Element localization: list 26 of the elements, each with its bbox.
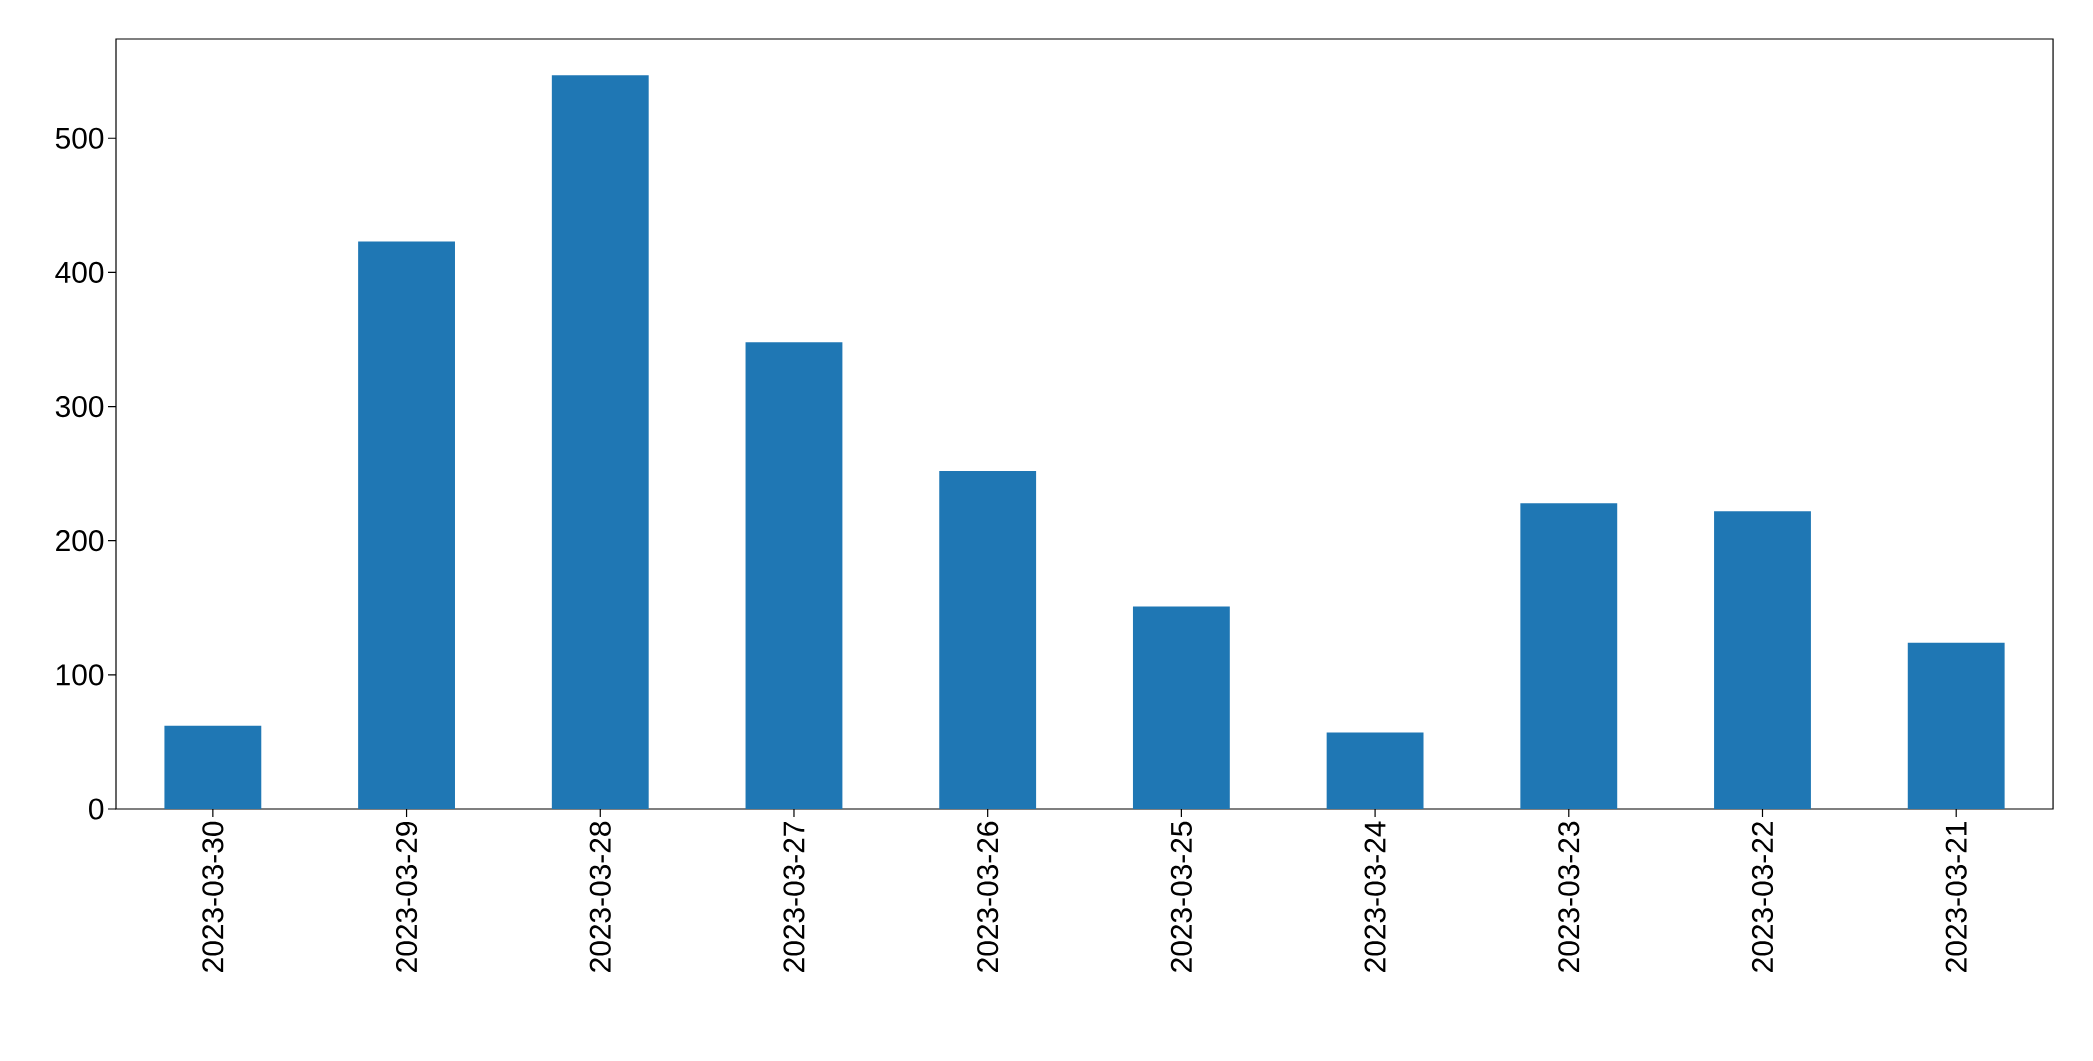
x-tick-label: 2023-03-25 bbox=[1170, 821, 1192, 972]
x-tick-label: 2023-03-28 bbox=[589, 821, 611, 972]
bar bbox=[1520, 503, 1618, 809]
bar bbox=[939, 470, 1037, 809]
y-tick-label: 0 bbox=[89, 798, 104, 820]
x-tick-label: 2023-03-27 bbox=[783, 822, 805, 972]
bar bbox=[1326, 732, 1424, 809]
x-tick-label: 2023-03-22 bbox=[1751, 822, 1774, 972]
bar bbox=[551, 75, 649, 809]
bar bbox=[1907, 642, 2005, 809]
x-tick-label: 2023-03-21 bbox=[1945, 822, 1967, 972]
bar bbox=[358, 241, 455, 809]
bar bbox=[164, 725, 262, 809]
x-tick-label: 2023-03-30 bbox=[202, 821, 224, 972]
bar bbox=[1714, 511, 1811, 809]
x-tick-label: 2023-03-23 bbox=[1558, 821, 1580, 972]
x-tick-label: 2023-03-24 bbox=[1364, 821, 1386, 972]
y-tick-label: 300 bbox=[55, 395, 104, 418]
bar bbox=[1132, 606, 1230, 809]
y-tick-label: 500 bbox=[55, 127, 104, 149]
x-tick-label: 2023-03-26 bbox=[977, 821, 999, 972]
bar bbox=[745, 342, 843, 809]
x-tick-label: 2023-03-29 bbox=[395, 821, 418, 972]
y-tick-label: 100 bbox=[56, 664, 104, 686]
y-tick-label: 400 bbox=[55, 261, 104, 283]
y-tick-label: 200 bbox=[56, 530, 104, 552]
